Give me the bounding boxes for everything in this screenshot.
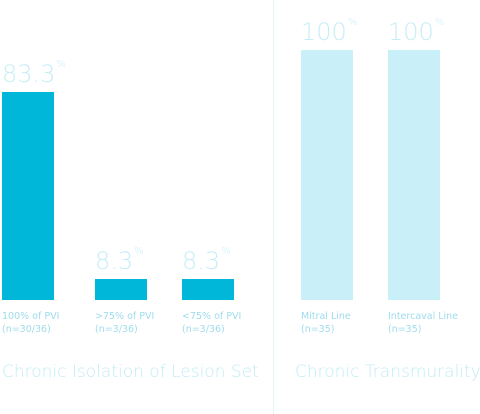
category-name: Intercaval Line xyxy=(388,311,459,322)
data-label-unit: % xyxy=(347,17,358,28)
category-count: (n=35) xyxy=(301,324,335,335)
category-name: >75% of PVI xyxy=(95,311,155,322)
data-label: 83.3% xyxy=(2,58,66,88)
data-label: 8.3% xyxy=(95,246,144,276)
bar xyxy=(95,279,147,300)
bar xyxy=(301,50,353,300)
category-label: >75% of PVI (n=3/36) xyxy=(95,310,154,336)
bar xyxy=(2,91,54,300)
category-label: 100% of PVI (n=30/36) xyxy=(2,310,59,336)
category-name: <75% of PVI xyxy=(182,311,242,322)
data-label-value: 100 xyxy=(301,18,347,46)
chart-title: Chronic Transmurality xyxy=(295,362,480,382)
category-name: Mitral Line xyxy=(301,311,351,322)
category-count: (n=35) xyxy=(388,324,422,335)
category-count: (n=3/36) xyxy=(182,324,225,335)
category-count: (n=30/36) xyxy=(2,324,51,335)
data-label: 8.3% xyxy=(182,246,231,276)
category-label: Mitral Line (n=35) xyxy=(301,310,351,336)
bar xyxy=(182,279,234,300)
data-label-unit: % xyxy=(56,58,66,70)
panel-divider xyxy=(273,0,274,414)
data-label: 100% xyxy=(388,17,445,46)
data-label-value: 8.3 xyxy=(95,247,134,276)
bar xyxy=(388,50,440,300)
chart-title: Chronic Isolation of Lesion Set xyxy=(2,362,259,382)
data-label: 100% xyxy=(301,17,358,46)
data-label-unit: % xyxy=(434,17,445,28)
category-name: 100% of PVI xyxy=(2,311,60,322)
data-label-unit: % xyxy=(134,246,144,258)
data-label-value: 8.3 xyxy=(182,247,221,276)
category-label: <75% of PVI (n=3/36) xyxy=(182,310,241,336)
category-count: (n=3/36) xyxy=(95,324,138,335)
category-label: Intercaval Line (n=35) xyxy=(388,310,458,336)
data-label-value: 83.3 xyxy=(2,59,56,88)
data-label-unit: % xyxy=(221,246,231,258)
data-label-value: 100 xyxy=(388,18,434,46)
